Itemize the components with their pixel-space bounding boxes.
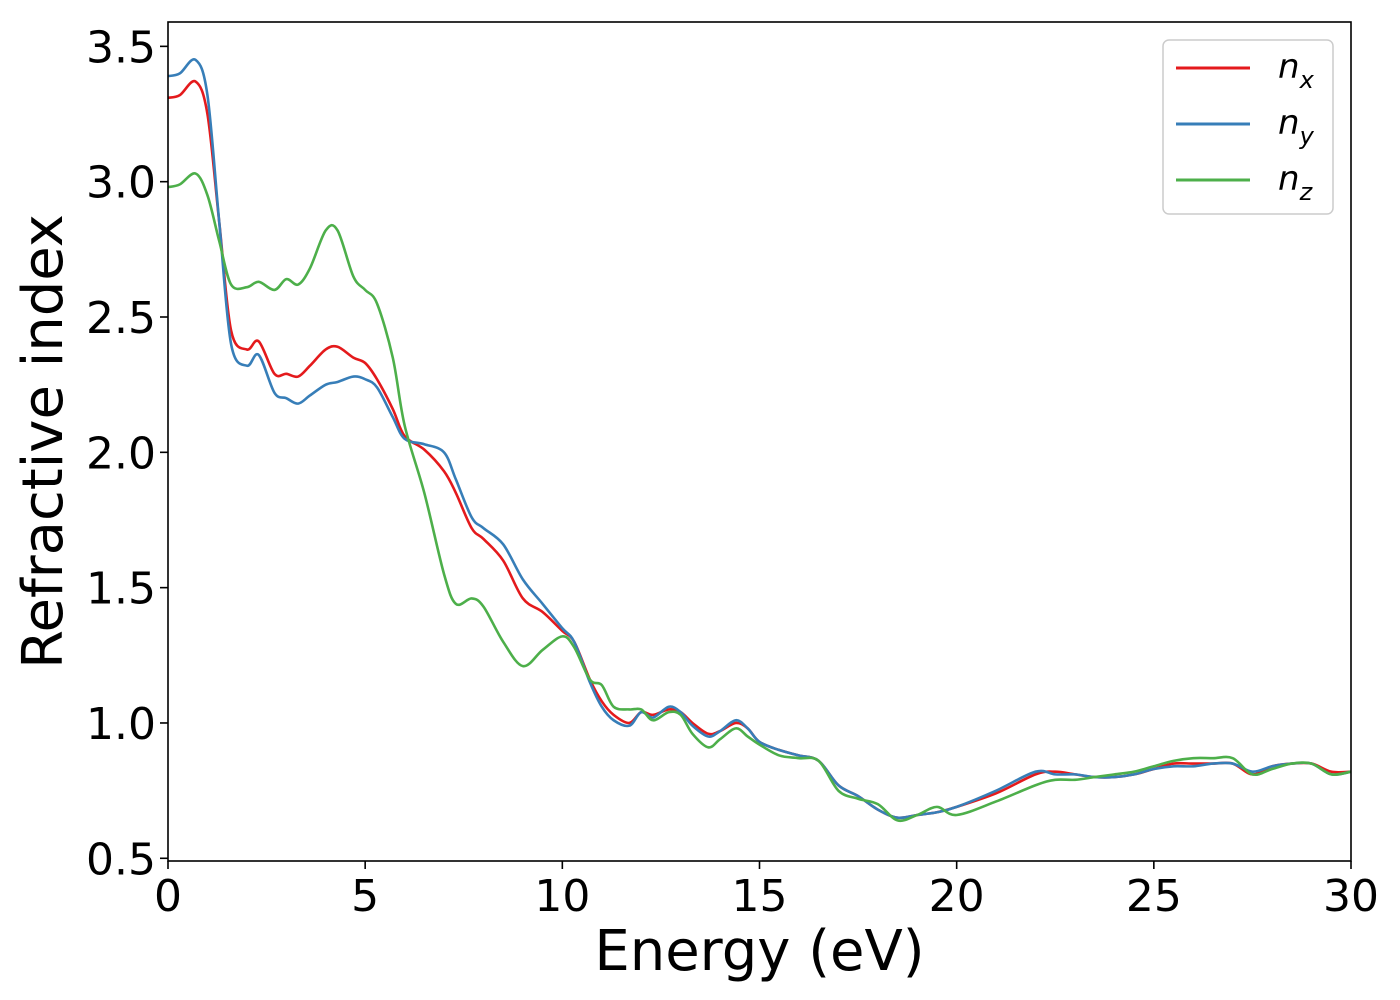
x-tick-label: 10	[534, 871, 590, 922]
legend-label-y: ny	[1278, 103, 1315, 150]
y-tick-label: 1.5	[86, 564, 156, 615]
legend-box	[1162, 39, 1334, 215]
y-tick-label: 3.5	[86, 22, 156, 73]
y-tick-label: 2.0	[86, 428, 156, 479]
legend: nx ny nz	[1162, 39, 1334, 215]
x-tick-label: 30	[1323, 871, 1379, 922]
x-tick-label: 25	[1126, 871, 1182, 922]
y-axis-ticks: 0.5 1.0 1.5 2.0 2.5 3.0 3.5	[86, 22, 168, 885]
y-tick-label: 1.0	[86, 699, 156, 750]
series-line-z	[167, 172, 1352, 823]
legend-label-x: nx	[1278, 47, 1315, 94]
plot-lines	[167, 58, 1352, 823]
x-tick-label: 15	[732, 871, 788, 922]
x-axis-label: Energy (eV)	[594, 919, 924, 984]
x-tick-label: 5	[351, 871, 379, 922]
series-line-y	[167, 58, 1352, 820]
x-axis-ticks: 0 5 10 15 20 25 30	[154, 861, 1379, 922]
x-tick-label: 20	[929, 871, 985, 922]
x-tick-label: 0	[154, 871, 182, 922]
legend-label-z: nz	[1278, 159, 1314, 206]
y-tick-label: 2.5	[86, 293, 156, 344]
y-tick-label: 3.0	[86, 158, 156, 209]
y-tick-label: 0.5	[86, 834, 156, 885]
y-axis-label: Refractive index	[11, 214, 76, 669]
